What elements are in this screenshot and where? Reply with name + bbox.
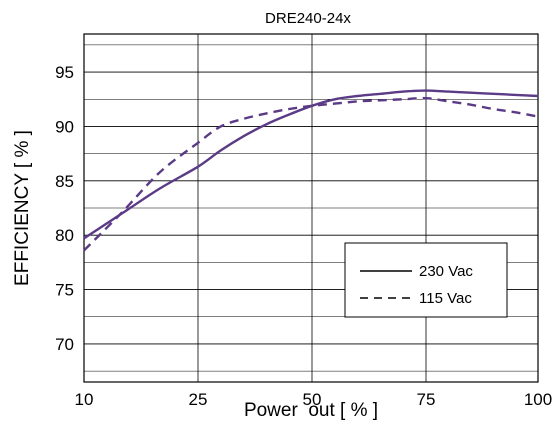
- legend-items: 230 Vac 115 Vac: [360, 263, 473, 307]
- grid: [83, 34, 539, 382]
- y-tick-label: 85: [55, 172, 74, 191]
- x-axis-ticks: 10 25 50 75 100: [75, 390, 553, 409]
- legend: 230 Vac 115 Vac: [344, 242, 508, 318]
- y-axis-ticks: 70 75 80 85 90 95: [55, 63, 74, 354]
- y-tick-label: 95: [55, 63, 74, 82]
- x-tick-label: 100: [524, 390, 552, 409]
- legend-box: [344, 242, 508, 318]
- series-layer: [83, 89, 539, 252]
- legend-label: 230 Vac: [419, 263, 473, 280]
- chart-title: DRE240-24x: [265, 10, 351, 27]
- x-tick-label: 75: [417, 390, 436, 409]
- series-line-230-vac: [83, 89, 539, 240]
- series-line-115-vac: [83, 96, 539, 252]
- y-tick-label: 70: [55, 335, 74, 354]
- x-axis-title: Power out [ % ]: [244, 400, 378, 421]
- y-axis-title: EFFICIENCY [ % ]: [12, 130, 33, 286]
- x-tick-label: 10: [75, 390, 94, 409]
- y-tick-label: 80: [55, 226, 74, 245]
- x-tick-label: 50: [303, 390, 322, 409]
- y-tick-label: 75: [55, 281, 74, 300]
- legend-label: 115 Vac: [419, 290, 472, 307]
- y-tick-label: 90: [55, 117, 74, 136]
- x-tick-label: 25: [189, 390, 208, 409]
- plot-area-border: [83, 33, 539, 383]
